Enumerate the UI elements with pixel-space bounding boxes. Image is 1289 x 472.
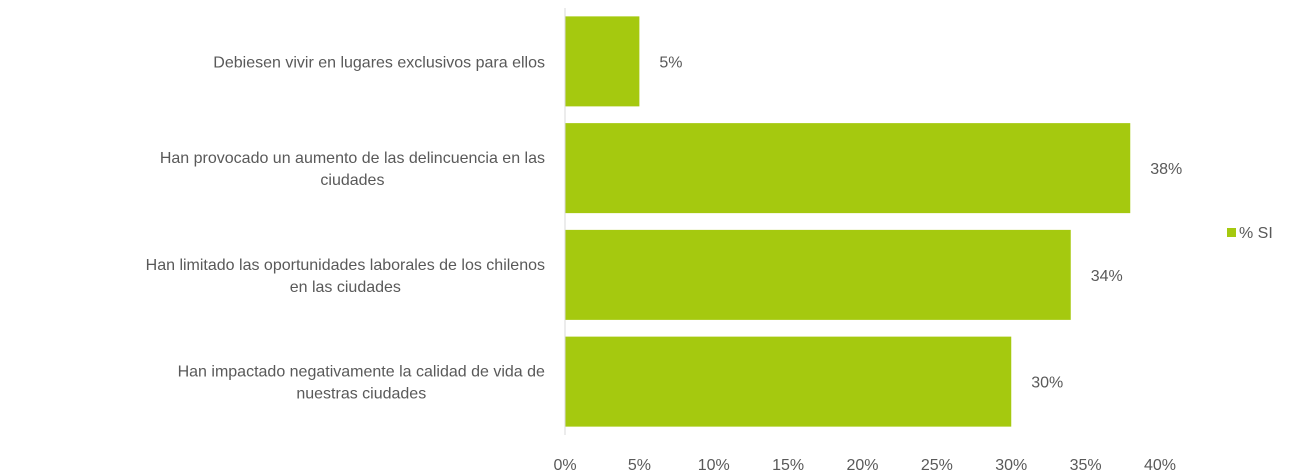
bar [565, 229, 1071, 320]
category-label: Debiesen vivir en lugares exclusivos par… [213, 54, 545, 71]
category-label: Han limitado las oportunidades laborales… [146, 257, 545, 296]
bars [565, 16, 1131, 427]
category-label: Han provocado un aumento de las delincue… [160, 150, 545, 189]
data-label: 30% [1031, 375, 1063, 392]
x-axis-tick-labels: 0% 5% 10% 15% 20% 25% 30% 35% 40% [553, 457, 1176, 472]
category-label-line: Han impactado negativamente la calidad d… [178, 364, 545, 381]
x-tick-label: 35% [1070, 457, 1102, 472]
bar [565, 123, 1131, 214]
bar [565, 336, 1012, 427]
x-tick-label: 20% [846, 457, 878, 472]
legend: % SI [1227, 225, 1273, 242]
x-tick-label: 25% [921, 457, 953, 472]
category-label-line: nuestras ciudades [296, 386, 426, 403]
x-tick-label: 40% [1144, 457, 1176, 472]
data-label: 38% [1150, 161, 1182, 178]
value-labels: 5% 38% 34% 30% [659, 54, 1182, 391]
category-label-line: Han provocado un aumento de las delincue… [160, 150, 545, 167]
category-labels: Debiesen vivir en lugares exclusivos par… [146, 54, 545, 402]
category-label-line: en las ciudades [290, 279, 401, 296]
category-label-line: Debiesen vivir en lugares exclusivos par… [213, 54, 545, 71]
category-label-line: Han limitado las oportunidades laborales… [146, 257, 545, 274]
x-tick-label: 0% [553, 457, 576, 472]
legend-swatch [1227, 228, 1236, 237]
x-tick-label: 10% [698, 457, 730, 472]
category-label: Han impactado negativamente la calidad d… [178, 364, 545, 403]
data-label: 34% [1091, 268, 1123, 285]
x-tick-label: 15% [772, 457, 804, 472]
x-tick-label: 30% [995, 457, 1027, 472]
category-label-line: ciudades [320, 172, 384, 189]
legend-label: % SI [1239, 225, 1273, 242]
data-label: 5% [659, 54, 682, 71]
bar [565, 16, 640, 107]
x-tick-label: 5% [628, 457, 651, 472]
